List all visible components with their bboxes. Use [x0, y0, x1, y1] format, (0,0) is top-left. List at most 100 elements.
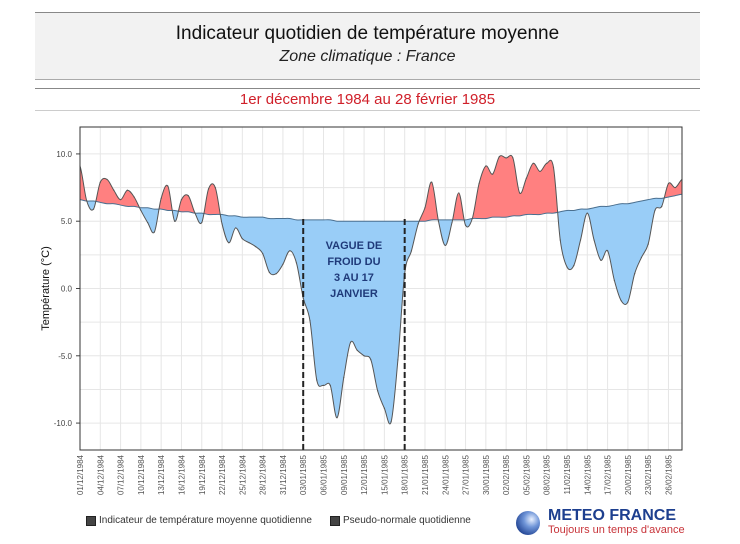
x-tick-label: 25/12/1984 [238, 454, 247, 495]
cold-wave-annotation: 3 AU 17 [334, 272, 374, 284]
temperature-point [559, 239, 561, 241]
temperature-point [661, 205, 663, 208]
y-tick-label: 5.0 [61, 217, 73, 226]
x-tick-label: 31/12/1984 [279, 454, 288, 495]
temperature-point [505, 157, 507, 159]
x-tick-label: 17/02/1985 [604, 454, 613, 495]
temperature-point [451, 221, 453, 224]
x-tick-label: 14/02/1985 [583, 454, 592, 495]
temperature-point [322, 384, 325, 386]
temperature-point [471, 217, 473, 220]
temperature-point [343, 376, 345, 378]
temperature-point [147, 221, 149, 224]
temperature-point [126, 189, 128, 191]
x-tick-label: 03/01/1985 [299, 454, 308, 495]
temperature-point [539, 170, 541, 173]
temperature-point [606, 250, 609, 252]
legend-label: Indicateur de température moyenne quotid… [99, 515, 312, 526]
temperature-point [647, 243, 649, 245]
cold-wave-annotation: VAGUE DE [326, 240, 383, 252]
x-tick-label: 27/01/1985 [462, 454, 471, 495]
temperature-point [214, 186, 216, 189]
temperature-point [106, 178, 108, 181]
x-tick-label: 22/12/1984 [218, 454, 227, 495]
temperature-point [600, 259, 602, 261]
temperature-point [119, 199, 122, 201]
x-tick-label: 19/12/1984 [198, 454, 207, 495]
globe-icon [516, 510, 540, 535]
legend-item-normal: Pseudo-normale quotidienne [330, 515, 471, 526]
meteo-france-logo: METEO FRANCE Toujours un temps d'avance [516, 508, 685, 537]
x-tick-label: 24/01/1985 [441, 454, 450, 495]
temperature-point [383, 407, 385, 409]
temperature-point [160, 197, 162, 199]
y-tick-label: -5.0 [58, 352, 72, 361]
logo-tagline: Toujours un temps d'avance [548, 524, 685, 536]
temperature-point [241, 238, 243, 240]
temperature-point [99, 181, 101, 183]
temperature-point [167, 185, 169, 187]
temperature-point [92, 208, 95, 210]
temperature-point [356, 349, 358, 352]
x-tick-label: 28/12/1984 [259, 454, 268, 495]
temperature-point [248, 242, 250, 244]
plot-border [79, 126, 683, 451]
temperature-point [329, 384, 331, 386]
temperature-point [424, 207, 426, 209]
temperature-point [194, 212, 196, 214]
temperature-point [417, 223, 419, 225]
temperature-point [478, 182, 480, 185]
temperature-point [525, 177, 528, 179]
x-tick-label: 01/12/1984 [76, 454, 85, 495]
legend-label: Pseudo-normale quotidienne [343, 515, 471, 526]
temperature-point [255, 246, 257, 248]
x-tick-label: 13/12/1984 [157, 454, 166, 495]
temperature-point [431, 181, 433, 183]
chart-title: Indicateur quotidien de température moye… [175, 23, 560, 44]
temperature-point [397, 359, 399, 361]
x-tick-label: 11/02/1985 [563, 454, 572, 494]
temperature-point [640, 256, 643, 259]
temperature-point [234, 227, 237, 229]
temperature-point [201, 221, 203, 224]
temperature-point [634, 273, 636, 275]
temperature-point [153, 231, 156, 233]
temperature-point [566, 266, 568, 268]
x-tick-label: 26/02/1985 [664, 454, 673, 495]
x-tick-label: 15/01/1985 [380, 454, 389, 495]
temperature-point [174, 220, 176, 222]
x-tick-label: 18/01/1985 [401, 454, 410, 495]
temperature-point [654, 209, 656, 212]
temperature-point [674, 186, 676, 189]
x-tick-label: 05/02/1985 [522, 454, 531, 495]
temperature-point [349, 341, 352, 343]
temperature-point [593, 239, 595, 241]
x-tick-label: 16/12/1984 [177, 454, 186, 495]
temperature-point [289, 250, 291, 252]
temperature-point [444, 244, 446, 247]
temperature-point [207, 188, 210, 190]
temperature-point [613, 279, 615, 282]
temperature-point [492, 173, 494, 175]
temperature-point [268, 271, 270, 273]
temperature-point [464, 224, 467, 226]
x-tick-label: 07/12/1984 [117, 454, 126, 495]
x-tick-label: 09/01/1985 [340, 454, 349, 495]
logo-name: METEO FRANCE [548, 507, 676, 524]
legend-swatch [330, 515, 340, 526]
temperature-point [295, 262, 298, 264]
x-tick-label: 30/01/1985 [482, 454, 491, 495]
temperature-point [187, 195, 189, 197]
temperature-point [586, 212, 588, 214]
temperature-point [532, 162, 534, 164]
temperature-point [552, 166, 555, 168]
legend-item-temperature: Indicateur de température moyenne quotid… [86, 515, 312, 526]
temperature-point [627, 301, 629, 303]
temperature-point [113, 189, 115, 191]
temperature-point [221, 223, 223, 225]
temperature-point [498, 156, 500, 158]
temperature-point [363, 355, 365, 357]
temperature-point [140, 209, 142, 212]
x-tick-label: 04/12/1984 [96, 454, 105, 495]
